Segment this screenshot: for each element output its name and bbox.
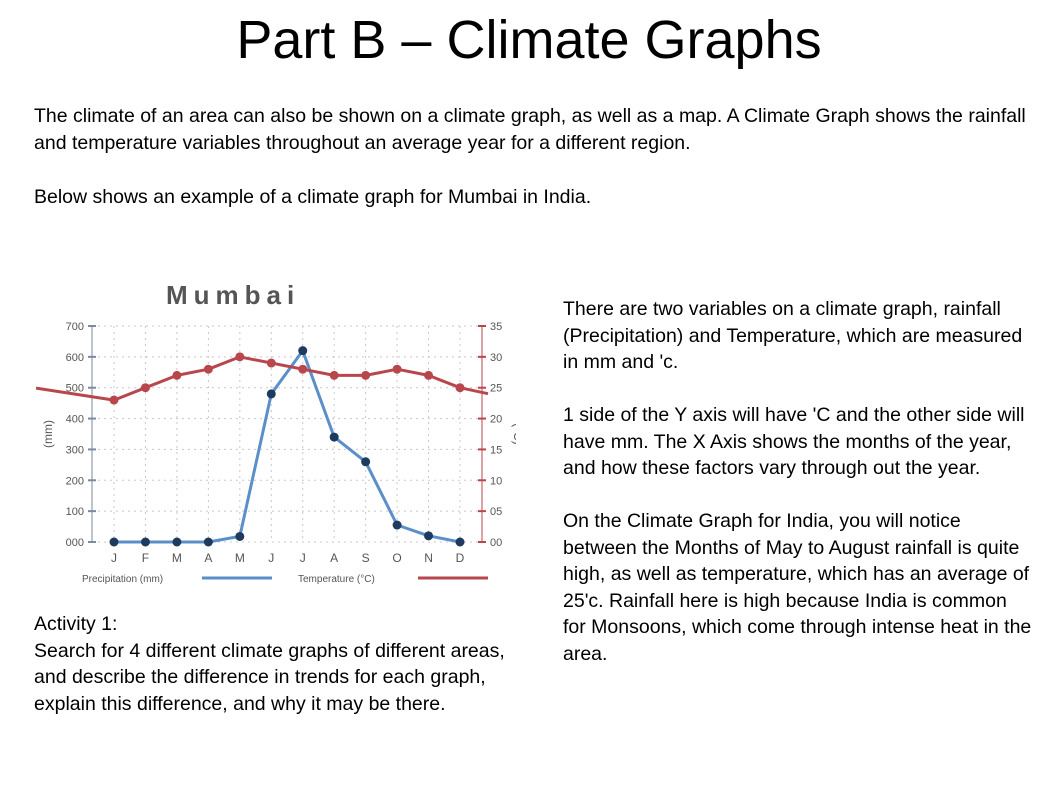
right-tick-label: 05 bbox=[490, 506, 502, 518]
precipitation-point bbox=[329, 432, 339, 442]
left-tick-label: 500 bbox=[66, 383, 84, 395]
x-tick-label: N bbox=[424, 551, 433, 565]
activity-heading: Activity 1: bbox=[34, 613, 118, 635]
temperature-point bbox=[266, 358, 276, 368]
right-axis-label: (°C) bbox=[511, 423, 516, 444]
precipitation-point bbox=[172, 537, 182, 547]
temperature-point bbox=[392, 364, 402, 374]
intro-paragraph-2: Below shows an example of a climate grap… bbox=[34, 186, 592, 208]
explanation-text: There are two variables on a climate gra… bbox=[563, 296, 1033, 667]
climate-graph: Mumbai 000 100 200 300 400 500 600 700 00 05 10 15 20… bbox=[36, 280, 516, 585]
x-tick-label: D bbox=[456, 551, 465, 565]
left-tick-label: 000 bbox=[66, 537, 84, 549]
precipitation-line bbox=[114, 349, 461, 544]
intro-paragraph-1: The climate of an area can also be shown… bbox=[34, 105, 1026, 154]
precipitation-point bbox=[424, 531, 434, 541]
precipitation-point bbox=[361, 457, 371, 467]
left-tick-label: 400 bbox=[66, 414, 84, 426]
temperature-point bbox=[203, 364, 213, 374]
legend-precipitation-label: Precipitation (mm) bbox=[82, 574, 163, 585]
x-tick-label: A bbox=[330, 551, 338, 565]
precipitation-point bbox=[235, 531, 245, 541]
right-tick-label: 15 bbox=[490, 444, 502, 456]
x-tick-label: J bbox=[300, 551, 306, 565]
temperature-line bbox=[36, 355, 489, 402]
activity-section: Activity 1: Search for 4 different clima… bbox=[34, 611, 524, 717]
intro-text: The climate of an area can also be shown… bbox=[34, 103, 1034, 211]
explanation-paragraph-3: On the Climate Graph for India, you will… bbox=[563, 510, 1032, 665]
x-tick-label: S bbox=[362, 551, 370, 565]
temperature-point bbox=[361, 370, 371, 380]
x-tick-label: J bbox=[268, 551, 274, 565]
right-tick-label: 30 bbox=[490, 352, 502, 364]
temperature-point bbox=[172, 370, 182, 380]
left-tick-label: 300 bbox=[66, 444, 84, 456]
right-tick-label: 35 bbox=[490, 321, 502, 333]
precipitation-point bbox=[203, 537, 213, 547]
left-axis-label: (mm) bbox=[41, 420, 55, 448]
precipitation-point bbox=[266, 389, 276, 399]
precipitation-point bbox=[455, 537, 465, 547]
temperature-point bbox=[298, 364, 308, 374]
right-tick-label: 00 bbox=[490, 537, 502, 549]
temperature-point bbox=[329, 370, 339, 380]
left-tick-label: 700 bbox=[66, 321, 84, 333]
explanation-paragraph-2: 1 side of the Y axis will have 'C and th… bbox=[563, 404, 1025, 479]
x-tick-label: F bbox=[142, 551, 149, 565]
x-tick-label: A bbox=[204, 551, 212, 565]
right-tick-label: 20 bbox=[490, 414, 502, 426]
precipitation-point bbox=[392, 520, 402, 530]
x-tick-label: J bbox=[111, 551, 117, 565]
left-tick-label: 600 bbox=[66, 352, 84, 364]
left-tick-label: 100 bbox=[66, 506, 84, 518]
x-tick-label: O bbox=[392, 551, 401, 565]
page-title: Part B – Climate Graphs bbox=[236, 10, 822, 70]
precipitation-point bbox=[298, 346, 308, 356]
temperature-point bbox=[109, 395, 119, 405]
explanation-paragraph-1: There are two variables on a climate gra… bbox=[563, 298, 1023, 373]
activity-body: Search for 4 different climate graphs of… bbox=[34, 639, 505, 715]
x-tick-label: M bbox=[235, 551, 245, 565]
chart-title: Mumbai bbox=[166, 280, 300, 310]
right-tick-label: 10 bbox=[490, 475, 502, 487]
right-tick-label: 25 bbox=[490, 383, 502, 395]
temperature-point bbox=[455, 383, 465, 393]
precipitation-point bbox=[109, 537, 119, 547]
legend-temperature-label: Temperature (°C) bbox=[298, 574, 375, 585]
temperature-point bbox=[235, 352, 245, 362]
x-tick-label: M bbox=[172, 551, 182, 565]
temperature-point bbox=[140, 383, 150, 393]
precipitation-point bbox=[140, 537, 150, 547]
left-tick-label: 200 bbox=[66, 475, 84, 487]
temperature-point bbox=[424, 370, 434, 380]
